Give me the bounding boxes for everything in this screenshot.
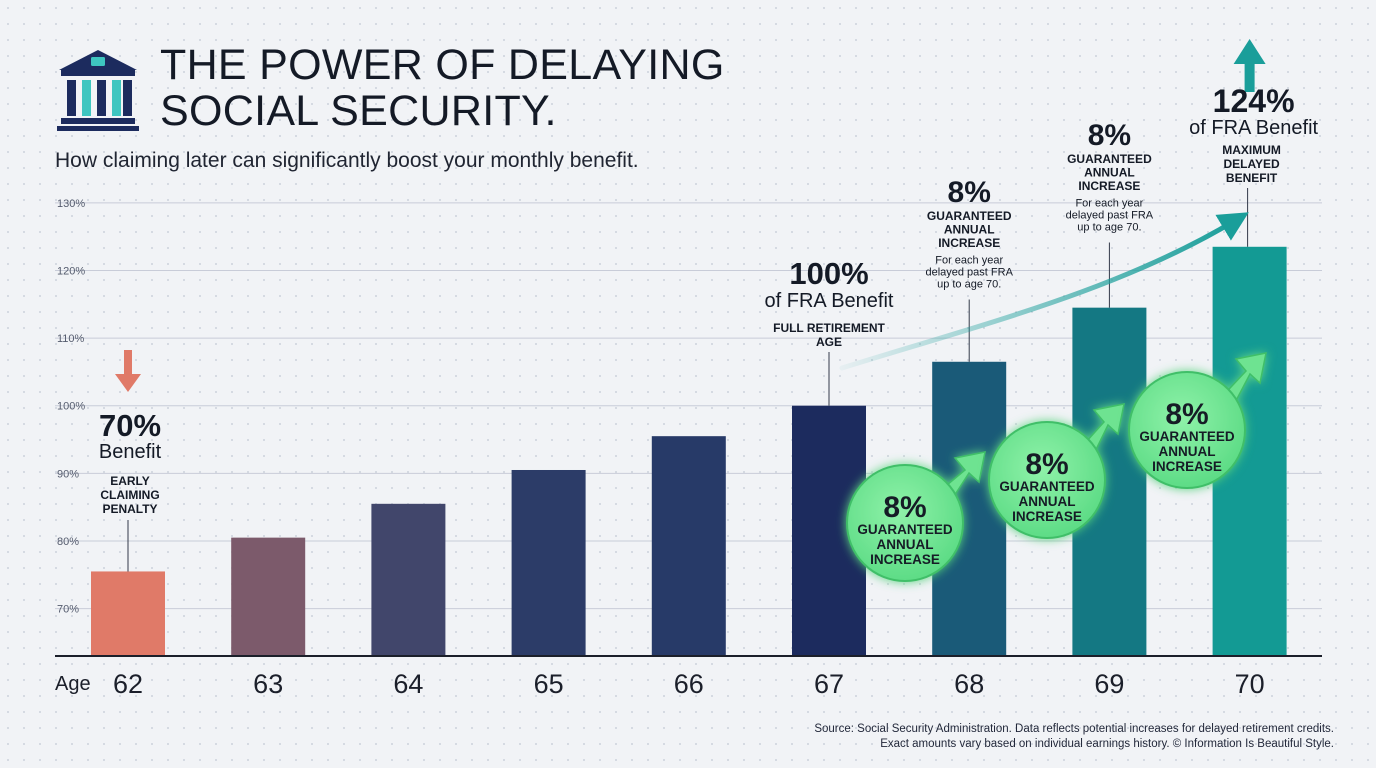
badge-value: 8% xyxy=(1025,448,1068,481)
y-tick-label: 120% xyxy=(57,265,85,277)
annotation-value: 124% xyxy=(1213,83,1295,119)
annotation-label: of FRA Benefit xyxy=(765,290,894,312)
bar-age-63 xyxy=(231,537,306,656)
annotation-detail: delayed past FRA xyxy=(1066,210,1154,222)
bar-age-65 xyxy=(511,469,586,656)
annotation-note: MAXIMUM xyxy=(1222,143,1281,157)
arrow-up-icon xyxy=(1233,39,1266,92)
x-tick-label: 64 xyxy=(393,669,423,699)
annotation-note: GUARANTEED xyxy=(1067,152,1152,166)
annotation-note: BENEFIT xyxy=(1226,171,1278,185)
badge-label: INCREASE xyxy=(1012,509,1082,524)
annotation-detail: For each year xyxy=(1075,198,1143,210)
annotation-value: 100% xyxy=(789,256,868,291)
badge-label: GUARANTEED xyxy=(999,479,1095,494)
source-line-2: Exact amounts vary based on individual e… xyxy=(880,738,1334,750)
title-line-2: SOCIAL SECURITY. xyxy=(160,87,557,135)
annotation-note: DELAYED xyxy=(1223,157,1280,171)
annotation-note: PENALTY xyxy=(102,502,157,516)
source-note: Source: Social Security Administration. … xyxy=(634,722,1334,752)
bar-age-64 xyxy=(371,503,446,656)
badge-label: ANNUAL xyxy=(1019,494,1076,509)
badge-label: INCREASE xyxy=(1152,459,1222,474)
annotation-detail: up to age 70. xyxy=(1077,222,1141,234)
bank-building-icon xyxy=(57,50,139,131)
trend-arrow xyxy=(839,212,1249,371)
badge-label: GUARANTEED xyxy=(1139,429,1235,444)
annotation-note: INCREASE xyxy=(938,236,1000,250)
annotation-note: CLAIMING xyxy=(100,488,159,502)
badge-label: GUARANTEED xyxy=(857,522,953,537)
annotation-note: ANNUAL xyxy=(944,223,995,237)
source-line-1: Source: Social Security Administration. … xyxy=(814,723,1334,735)
annotation-label: of FRA Benefit xyxy=(1189,117,1318,139)
y-tick-label: 90% xyxy=(57,468,79,480)
page-title: THE POWER OF DELAYING SOCIAL SECURITY. xyxy=(160,42,860,134)
annotation-value: 8% xyxy=(948,176,991,209)
annotation-note: INCREASE xyxy=(1078,179,1140,193)
annotation-note: FULL RETIREMENT xyxy=(773,321,885,335)
badge-label: ANNUAL xyxy=(877,537,934,552)
badge-value: 8% xyxy=(1165,398,1208,431)
y-tick-label: 80% xyxy=(57,536,79,548)
x-tick-label: 67 xyxy=(814,669,844,699)
x-tick-label: 65 xyxy=(534,669,564,699)
y-tick-label: 100% xyxy=(57,401,85,413)
annotation-detail: For each year xyxy=(935,255,1003,267)
annotation-detail: delayed past FRA xyxy=(925,267,1013,279)
bar-age-66 xyxy=(651,436,726,656)
badge-label: INCREASE xyxy=(870,552,940,567)
x-tick-label: 63 xyxy=(253,669,283,699)
x-tick-label: 66 xyxy=(674,669,704,699)
x-tick-label: 70 xyxy=(1235,669,1265,699)
bar-age-62 xyxy=(91,571,165,656)
arrow-down-icon xyxy=(115,350,141,392)
title-line-1: THE POWER OF DELAYING xyxy=(160,41,725,89)
badge-circle xyxy=(1128,371,1246,489)
y-tick-label: 130% xyxy=(57,198,85,210)
annotation-value: 70% xyxy=(99,408,161,443)
annotation-note: EARLY xyxy=(110,474,150,488)
y-tick-label: 70% xyxy=(57,604,79,616)
annotation-note: AGE xyxy=(816,335,842,349)
x-tick-label: 69 xyxy=(1094,669,1124,699)
annotation-note: ANNUAL xyxy=(1084,166,1135,180)
y-tick-label: 110% xyxy=(57,333,85,345)
annotation-note: GUARANTEED xyxy=(927,209,1012,223)
x-tick-label: 62 xyxy=(113,669,143,699)
badge-circle xyxy=(846,464,964,582)
badge-value: 8% xyxy=(883,491,926,524)
badge-label: ANNUAL xyxy=(1159,444,1216,459)
badge-circle xyxy=(988,421,1106,539)
annotation-value: 8% xyxy=(1088,119,1131,152)
x-tick-label: 68 xyxy=(954,669,984,699)
annotation-detail: up to age 70. xyxy=(937,279,1001,291)
subtitle: How claiming later can significantly boo… xyxy=(55,149,639,172)
x-axis-title: Age xyxy=(55,673,91,695)
annotation-label: Benefit xyxy=(99,441,162,463)
